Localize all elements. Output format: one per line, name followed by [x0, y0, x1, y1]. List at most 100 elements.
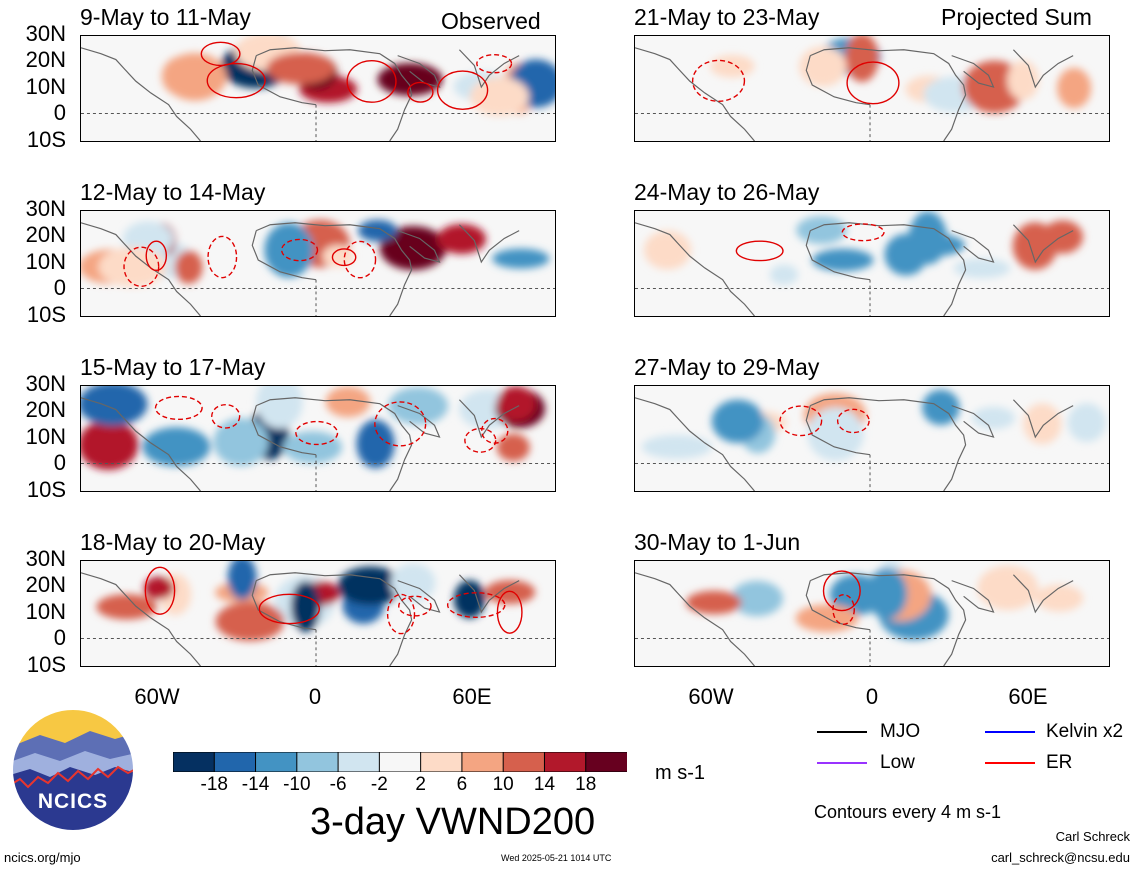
anomaly-blob — [953, 258, 1011, 279]
coastline — [951, 230, 995, 263]
lon-label: 0 — [308, 684, 322, 709]
coastline — [805, 405, 871, 456]
anomaly-blob — [437, 223, 487, 254]
panel-title: 30-May to 1-Jun — [634, 529, 801, 555]
anomaly-blob — [1007, 60, 1039, 101]
colorbar-swatch — [378, 751, 422, 773]
lat-label: 10N — [25, 74, 66, 99]
lat-label: 0 — [53, 100, 66, 125]
colorbar-swatch — [337, 751, 381, 773]
anomaly-blob — [325, 386, 371, 418]
er-contour — [331, 248, 357, 267]
coastline — [397, 230, 441, 263]
coastline — [635, 572, 755, 666]
colorbar-swatch — [502, 751, 546, 773]
anomaly-blob — [1067, 403, 1106, 443]
lat-label: 0 — [53, 625, 66, 650]
legend-label: ER — [1046, 752, 1073, 773]
coastline — [397, 55, 441, 88]
map-panel — [80, 385, 556, 492]
anomaly-blob — [496, 433, 530, 462]
colorbar-swatch — [213, 751, 257, 773]
anomaly-blob — [796, 216, 847, 245]
coastline — [251, 230, 317, 281]
anomaly-blob — [388, 387, 449, 425]
er-contour — [436, 70, 489, 110]
lat-label: 30N — [25, 546, 66, 571]
anomaly-blob — [356, 419, 395, 469]
coastline — [810, 397, 967, 491]
footer-timestamp: Wed 2025-05-21 1014 UTC — [501, 853, 612, 863]
map-panel — [634, 385, 1110, 492]
coastline — [951, 55, 995, 88]
coastline — [397, 405, 441, 438]
panel-title: 9-May to 11-May — [80, 4, 251, 30]
anomaly-blob — [256, 386, 303, 429]
legend-swatch-er — [985, 762, 1035, 764]
coastline — [256, 572, 413, 666]
coastline — [256, 397, 413, 491]
er-contour — [123, 246, 160, 287]
panel-title: 12-May to 14-May — [80, 179, 266, 205]
lat-label: 30N — [25, 371, 66, 396]
legend-swatch-low — [817, 762, 867, 764]
legend-label: Kelvin x2 — [1046, 721, 1124, 742]
observed-label: Observed — [441, 8, 541, 34]
lat-label: 30N — [25, 21, 66, 46]
coastline — [1012, 224, 1074, 264]
coastline — [635, 397, 755, 491]
er-contour — [822, 570, 861, 612]
er-contour — [211, 403, 241, 429]
er-contour — [841, 223, 885, 242]
anomaly-blob — [96, 594, 158, 620]
colorbar-units: m s-1 — [655, 762, 705, 784]
logo-text: NCICS — [37, 790, 109, 813]
er-contour — [386, 593, 416, 635]
legend-swatch-kelvin — [985, 731, 1035, 733]
colorbar-tick-label: 2 — [415, 774, 426, 795]
lat-label: 20N — [25, 397, 66, 422]
anomaly-blob — [81, 419, 139, 470]
projected-label: Projected Sum — [941, 4, 1092, 30]
colorbar-swatch — [255, 751, 298, 773]
map-panel — [80, 210, 556, 317]
map-panel — [80, 560, 556, 667]
coastline — [81, 222, 201, 316]
coastline — [251, 580, 317, 631]
lat-label: 10N — [25, 424, 66, 449]
er-contour — [200, 41, 241, 67]
anomaly-blob — [1057, 67, 1092, 109]
anomaly-blob — [174, 250, 203, 284]
lat-label: 10N — [25, 599, 66, 624]
colorbar-tick-label: -14 — [241, 774, 270, 795]
anomaly-blob — [812, 248, 874, 272]
lon-label: 60W — [688, 684, 734, 709]
colorbar-tick-label: 10 — [492, 774, 514, 795]
anomaly-blob — [282, 431, 343, 464]
anomaly-blob — [470, 77, 530, 117]
coastline — [1012, 574, 1074, 614]
colorbar-tick-label: -2 — [370, 774, 388, 795]
anomaly-blob — [730, 580, 783, 617]
er-contour — [846, 61, 900, 105]
coastline — [251, 405, 317, 456]
colorbar-swatch — [172, 751, 216, 773]
anomaly-blob — [977, 565, 1039, 611]
er-contour — [207, 235, 238, 279]
er-contour — [496, 590, 523, 634]
anomaly-blob — [922, 389, 960, 426]
anomaly-blob — [686, 590, 742, 615]
lon-label: 60E — [452, 684, 492, 709]
lat-label: 20N — [25, 222, 66, 247]
anomaly-blob — [799, 46, 847, 87]
colorbar-swatch — [296, 751, 340, 773]
er-contour — [206, 62, 266, 99]
footer-url: ncics.org/mjo — [4, 850, 81, 865]
contour-note: Contours every 4 m s-1 — [814, 802, 1002, 822]
legend-swatch-mjo — [817, 731, 867, 733]
anomaly-blob — [98, 247, 167, 287]
lat-label: 20N — [25, 47, 66, 72]
coastline — [397, 580, 441, 613]
lon-label: 60W — [134, 684, 180, 709]
anomaly-blob — [337, 566, 403, 606]
